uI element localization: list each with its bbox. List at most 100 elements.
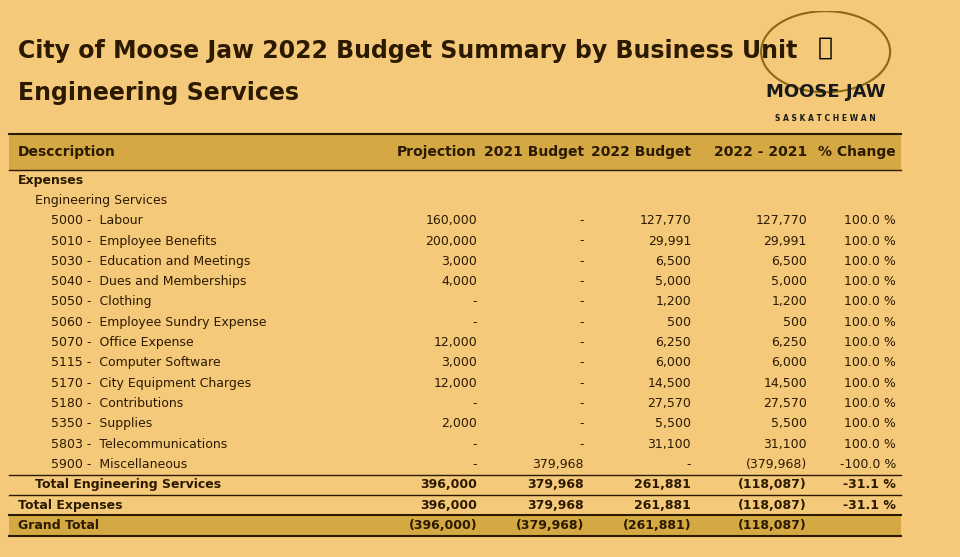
Text: 1,200: 1,200: [656, 295, 691, 309]
Text: (118,087): (118,087): [738, 519, 807, 532]
Text: -: -: [472, 295, 477, 309]
Text: Total Engineering Services: Total Engineering Services: [35, 478, 221, 491]
Text: 5,500: 5,500: [771, 417, 807, 431]
Text: 127,770: 127,770: [756, 214, 807, 227]
Text: -: -: [580, 316, 584, 329]
Text: 2022 Budget: 2022 Budget: [591, 145, 691, 159]
Text: -: -: [580, 275, 584, 288]
Text: Total Expenses: Total Expenses: [18, 499, 123, 512]
Text: -: -: [580, 336, 584, 349]
Text: (118,087): (118,087): [738, 478, 807, 491]
Text: 100.0 %: 100.0 %: [844, 214, 896, 227]
Text: (379,968): (379,968): [746, 458, 807, 471]
Text: 29,991: 29,991: [648, 234, 691, 247]
Text: -: -: [472, 397, 477, 410]
Text: 5115 -  Computer Software: 5115 - Computer Software: [51, 356, 221, 369]
Text: 2,000: 2,000: [442, 417, 477, 431]
Text: -: -: [686, 458, 691, 471]
Text: 261,881: 261,881: [635, 478, 691, 491]
Text: -: -: [580, 356, 584, 369]
Text: 379,968: 379,968: [527, 499, 584, 512]
Text: 100.0 %: 100.0 %: [844, 356, 896, 369]
FancyBboxPatch shape: [9, 515, 900, 536]
Text: 5900 -  Miscellaneous: 5900 - Miscellaneous: [51, 458, 187, 471]
Text: 29,991: 29,991: [763, 234, 807, 247]
Text: City of Moose Jaw 2022 Budget Summary by Business Unit: City of Moose Jaw 2022 Budget Summary by…: [18, 39, 798, 63]
Text: 100.0 %: 100.0 %: [844, 438, 896, 451]
Text: 160,000: 160,000: [425, 214, 477, 227]
Text: 379,968: 379,968: [527, 478, 584, 491]
Text: 6,500: 6,500: [771, 255, 807, 268]
Text: 6,000: 6,000: [771, 356, 807, 369]
Text: 100.0 %: 100.0 %: [844, 316, 896, 329]
Text: -: -: [580, 255, 584, 268]
Text: (396,000): (396,000): [408, 519, 477, 532]
Text: 31,100: 31,100: [647, 438, 691, 451]
FancyBboxPatch shape: [9, 134, 900, 170]
Text: -31.1 %: -31.1 %: [843, 478, 896, 491]
Text: 379,968: 379,968: [533, 458, 584, 471]
Text: Desccription: Desccription: [18, 145, 116, 159]
Text: 500: 500: [783, 316, 807, 329]
Text: -: -: [580, 417, 584, 431]
Text: 100.0 %: 100.0 %: [844, 234, 896, 247]
Text: 5010 -  Employee Benefits: 5010 - Employee Benefits: [51, 234, 217, 247]
Text: 100.0 %: 100.0 %: [844, 295, 896, 309]
Text: 14,500: 14,500: [763, 377, 807, 390]
Text: 27,570: 27,570: [647, 397, 691, 410]
Text: 4,000: 4,000: [442, 275, 477, 288]
Text: 200,000: 200,000: [425, 234, 477, 247]
Text: -31.1 %: -31.1 %: [843, 499, 896, 512]
Text: 127,770: 127,770: [639, 214, 691, 227]
Text: 100.0 %: 100.0 %: [844, 377, 896, 390]
Text: S A S K A T C H E W A N: S A S K A T C H E W A N: [776, 114, 876, 123]
Text: Engineering Services: Engineering Services: [35, 194, 167, 207]
Text: 🦌: 🦌: [818, 35, 833, 60]
Text: 100.0 %: 100.0 %: [844, 336, 896, 349]
Text: -: -: [580, 377, 584, 390]
Text: 396,000: 396,000: [420, 499, 477, 512]
Text: 2022 - 2021: 2022 - 2021: [713, 145, 807, 159]
Text: 6,000: 6,000: [655, 356, 691, 369]
Text: 12,000: 12,000: [433, 336, 477, 349]
Text: MOOSE JAW: MOOSE JAW: [766, 83, 885, 101]
Text: 100.0 %: 100.0 %: [844, 275, 896, 288]
Text: Projection: Projection: [397, 145, 477, 159]
Text: -: -: [580, 234, 584, 247]
Text: 12,000: 12,000: [433, 377, 477, 390]
Text: 6,250: 6,250: [771, 336, 807, 349]
Text: 3,000: 3,000: [442, 356, 477, 369]
Text: 5000 -  Labour: 5000 - Labour: [51, 214, 143, 227]
Text: 14,500: 14,500: [647, 377, 691, 390]
Text: -: -: [472, 316, 477, 329]
Text: 5060 -  Employee Sundry Expense: 5060 - Employee Sundry Expense: [51, 316, 267, 329]
Text: 100.0 %: 100.0 %: [844, 397, 896, 410]
Text: 5170 -  City Equipment Charges: 5170 - City Equipment Charges: [51, 377, 252, 390]
Text: Grand Total: Grand Total: [18, 519, 99, 532]
Text: -: -: [580, 214, 584, 227]
Text: (261,881): (261,881): [622, 519, 691, 532]
Text: % Change: % Change: [818, 145, 896, 159]
Text: 1,200: 1,200: [771, 295, 807, 309]
Text: 396,000: 396,000: [420, 478, 477, 491]
Text: 6,250: 6,250: [656, 336, 691, 349]
Text: -: -: [580, 397, 584, 410]
Text: 31,100: 31,100: [763, 438, 807, 451]
Text: 5180 -  Contributions: 5180 - Contributions: [51, 397, 183, 410]
Text: 5803 -  Telecommunications: 5803 - Telecommunications: [51, 438, 228, 451]
Text: 5,500: 5,500: [655, 417, 691, 431]
Text: 3,000: 3,000: [442, 255, 477, 268]
Text: 100.0 %: 100.0 %: [844, 255, 896, 268]
Text: (379,968): (379,968): [516, 519, 584, 532]
Text: -: -: [472, 438, 477, 451]
Text: 100.0 %: 100.0 %: [844, 417, 896, 431]
Text: -: -: [580, 295, 584, 309]
Text: 27,570: 27,570: [763, 397, 807, 410]
Text: -100.0 %: -100.0 %: [840, 458, 896, 471]
Text: Expenses: Expenses: [18, 174, 84, 187]
Text: -: -: [580, 438, 584, 451]
Text: 6,500: 6,500: [655, 255, 691, 268]
Text: 5350 -  Supplies: 5350 - Supplies: [51, 417, 153, 431]
Text: 261,881: 261,881: [635, 499, 691, 512]
Text: 500: 500: [667, 316, 691, 329]
